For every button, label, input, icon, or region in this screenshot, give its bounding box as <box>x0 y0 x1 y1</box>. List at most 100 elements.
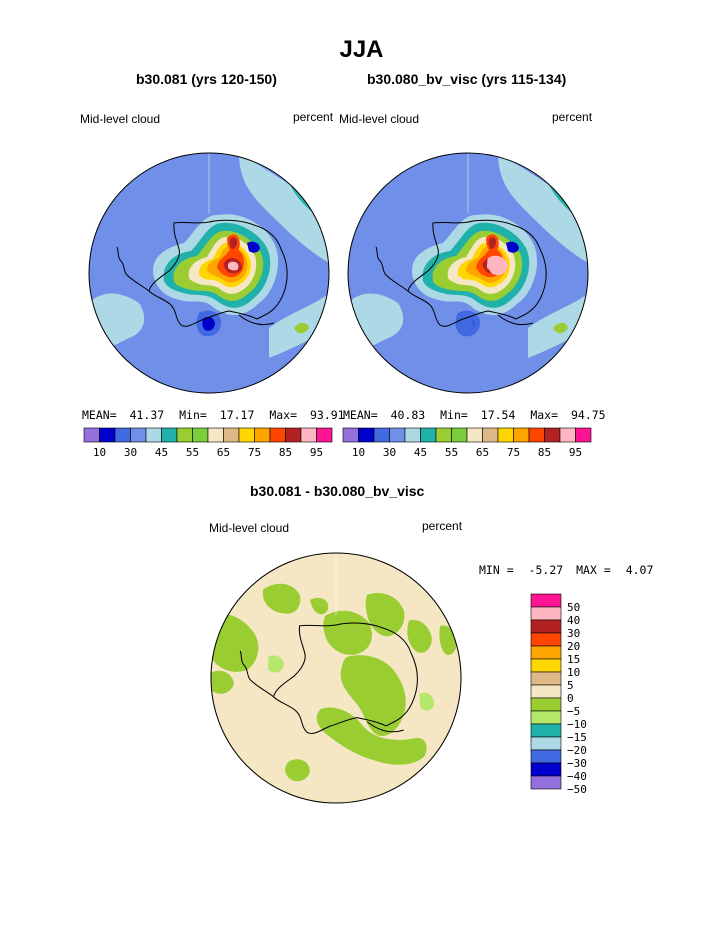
panel-1-colorbar-swatch <box>192 427 209 443</box>
difference-colorbar-label: 5 <box>567 679 574 692</box>
difference-colorbar-swatch <box>530 736 562 751</box>
panel-1-colorbar-swatch <box>285 427 302 443</box>
difference-colorbar-swatch <box>530 593 562 608</box>
panel-1-colorbar-swatch <box>254 427 271 443</box>
panel-2-map <box>347 152 589 394</box>
panel-2-colorbar-swatch <box>389 427 406 443</box>
panel-1-min-value: 17.17 <box>219 408 255 422</box>
page-title: JJA <box>339 36 384 63</box>
difference-colorbar-swatch <box>530 684 562 699</box>
panel-2-colorbar-swatch <box>544 427 561 443</box>
panel-1-colorbar-label: 30 <box>124 446 137 459</box>
panel-1-colorbar-swatch <box>300 427 317 443</box>
panel-2-units: percent <box>552 110 593 124</box>
difference-colorbar-label: −40 <box>567 770 587 783</box>
panel-1-colorbar-label: 45 <box>155 446 168 459</box>
panel-2-min-value: 17.54 <box>480 408 516 422</box>
difference-colorbar-label: −5 <box>567 705 580 718</box>
difference-min-label: MIN = <box>479 563 514 577</box>
panel-1-colorbar-swatch <box>161 427 178 443</box>
panel-2-max-label: Max= <box>530 408 559 422</box>
panel-2-colorbar-label: 85 <box>538 446 551 459</box>
difference-colorbar-label: 15 <box>567 653 580 666</box>
difference-colorbar-label: −20 <box>567 744 587 757</box>
panel-1-colorbar: 10 30 45 55 65 75 85 95 <box>83 427 333 459</box>
panel-2-case-title: b30.080_bv_visc (yrs 115-134) <box>367 71 567 87</box>
panel-2-mean-value: 40.83 <box>390 408 426 422</box>
difference-colorbar-label: 50 <box>567 601 580 614</box>
panel-1-stats: MEAN= 41.37 Min= 17.17 Max= 93.91 <box>82 408 345 422</box>
difference-colorbar-swatch <box>530 632 562 647</box>
panel-1-colorbar-label: 10 <box>93 446 106 459</box>
difference-colorbar-swatch <box>530 762 562 777</box>
panel-2-colorbar-swatch <box>466 427 483 443</box>
panel-2-colorbar-swatch <box>404 427 421 443</box>
panel-1-colorbar-swatch <box>114 427 131 443</box>
difference-colorbar-label: 40 <box>567 614 580 627</box>
difference-colorbar-swatch <box>530 710 562 725</box>
panel-2-colorbar-swatch <box>497 427 514 443</box>
difference-max-label: MAX = <box>576 563 611 577</box>
panel-1-colorbar-label: 65 <box>217 446 230 459</box>
difference-colorbar-label: 0 <box>567 692 574 705</box>
panel-1-colorbar-label: 55 <box>186 446 199 459</box>
difference-variable: Mid-level cloud <box>209 521 290 535</box>
difference-colorbar-label: 10 <box>567 666 580 679</box>
difference-colorbar-label: −50 <box>567 783 587 796</box>
panel-1-mean-value: 41.37 <box>129 408 165 422</box>
panel-1-colorbar-swatch <box>223 427 240 443</box>
panel-2-variable: Mid-level cloud <box>339 112 420 126</box>
difference-colorbar-label: −10 <box>567 718 587 731</box>
panel-2-colorbar-swatch <box>575 427 592 443</box>
panel-2-colorbar-swatch <box>528 427 545 443</box>
panel-2-colorbar-swatch <box>358 427 375 443</box>
difference-title: b30.081 - b30.080_bv_visc <box>250 483 425 499</box>
panel-2-colorbar-swatch <box>559 427 576 443</box>
panel-1-colorbar-swatch <box>207 427 224 443</box>
difference-colorbar-swatch <box>530 775 562 790</box>
panel-1-colorbar-swatch <box>238 427 255 443</box>
panel-1-variable: Mid-level cloud <box>80 112 161 126</box>
panel-2-colorbar-label: 65 <box>476 446 489 459</box>
panel-1-colorbar-swatch <box>99 427 116 443</box>
panel-1-units: percent <box>293 110 334 124</box>
panel-1-colorbar-swatch <box>145 427 162 443</box>
difference-colorbar-swatch <box>530 645 562 660</box>
panel-2-colorbar-swatch <box>342 427 359 443</box>
difference-min-value: -5.27 <box>528 563 564 577</box>
difference-colorbar-label: 30 <box>567 627 580 640</box>
panel-2-colorbar-label: 45 <box>414 446 427 459</box>
panel-2-colorbar-swatch <box>435 427 452 443</box>
panel-2-colorbar-swatch <box>420 427 437 443</box>
panel-1-mean-label: MEAN= <box>82 408 117 422</box>
panel-2-colorbar-swatch <box>451 427 468 443</box>
difference-colorbar-swatch <box>530 723 562 738</box>
panel-2-colorbar-label: 75 <box>507 446 520 459</box>
difference-units: percent <box>422 519 463 533</box>
panel-2-colorbar-label: 95 <box>569 446 582 459</box>
panel-1-colorbar-label: 95 <box>310 446 323 459</box>
panel-2-colorbar-label: 10 <box>352 446 365 459</box>
difference-stats: MIN = -5.27 MAX = 4.07 <box>479 563 653 577</box>
panel-2-colorbar-swatch <box>373 427 390 443</box>
panel-1-colorbar-label: 85 <box>279 446 292 459</box>
difference-max-value: 4.07 <box>625 563 654 577</box>
panel-1-map <box>88 152 330 394</box>
panel-2-min-label: Min= <box>440 408 468 422</box>
difference-colorbar-label: −15 <box>567 731 587 744</box>
difference-colorbar-swatch <box>530 619 562 634</box>
difference-colorbar-label: 20 <box>567 640 580 653</box>
panel-1-colorbar-swatch <box>176 427 193 443</box>
difference-colorbar-label: −30 <box>567 757 587 770</box>
panel-2-colorbar: 10 30 45 55 65 75 85 95 <box>342 427 592 459</box>
panel-2-colorbar-label: 30 <box>383 446 396 459</box>
panel-1-colorbar-swatch <box>269 427 286 443</box>
panel-2-stats: MEAN= 40.83 Min= 17.54 Max= 94.75 <box>343 408 606 422</box>
difference-colorbar-swatch <box>530 749 562 764</box>
panel-1-colorbar-label: 75 <box>248 446 261 459</box>
panel-2-colorbar-swatch <box>482 427 499 443</box>
difference-colorbar-swatch <box>530 697 562 712</box>
panel-1-max-value: 93.91 <box>309 408 345 422</box>
panel-1-min-label: Min= <box>179 408 207 422</box>
